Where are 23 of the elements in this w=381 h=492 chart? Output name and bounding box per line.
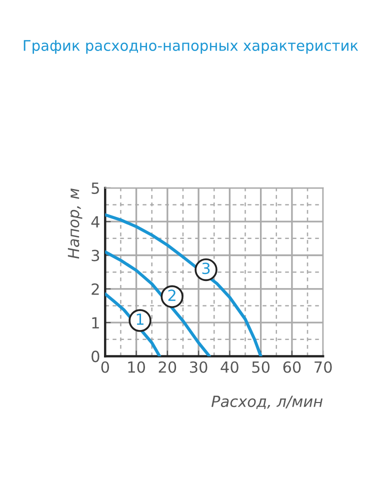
y-tick-label: 1 [92, 317, 99, 328]
x-tick-label: 30 [190, 361, 208, 373]
line-series [105, 292, 162, 356]
y-tick-label: 4 [91, 216, 100, 228]
x-tick-label: 70 [314, 361, 332, 373]
x-tick-label: 40 [220, 361, 238, 373]
x-tick-label: 60 [283, 361, 301, 373]
annotation: 3 [202, 262, 210, 274]
y-tick-label: 5 [92, 182, 99, 194]
line-series [105, 213, 262, 356]
y-tick-label: 3 [92, 250, 100, 262]
y-tick-label: 0 [92, 350, 100, 362]
x-tick-label: 0 [101, 361, 109, 373]
chart-title: График расходно-напорных характеристик [24, 40, 358, 54]
line-series [105, 250, 211, 356]
x-tick-label: 10 [128, 361, 145, 373]
y-axis-title: Напор, м [68, 188, 82, 259]
x-axis-title: Расход, л/мин [212, 396, 323, 410]
x-tick-label: 20 [158, 361, 176, 373]
x-tick-label: 50 [252, 361, 270, 373]
annotation: 1 [136, 314, 144, 325]
y-tick-label: 2 [92, 283, 99, 295]
annotation: 2 [168, 290, 176, 301]
